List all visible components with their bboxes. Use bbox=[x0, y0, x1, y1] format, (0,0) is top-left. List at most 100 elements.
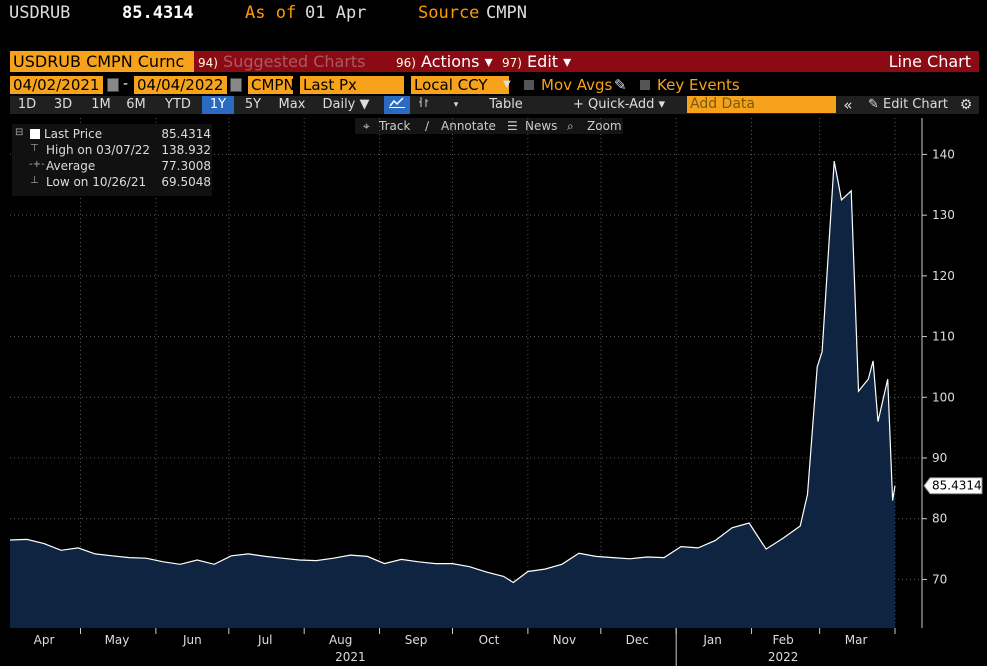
x-month-label: Sep bbox=[405, 633, 428, 647]
track-button[interactable]: Track bbox=[379, 119, 411, 133]
key-events-checkbox[interactable] bbox=[640, 80, 650, 90]
mov-avgs-checkbox[interactable] bbox=[524, 80, 534, 90]
zoom-button[interactable]: Zoom bbox=[587, 119, 622, 133]
y-tick-label: 140 bbox=[932, 147, 955, 161]
period-6m-button[interactable]: 6M bbox=[126, 97, 146, 112]
annotate-pencil-icon[interactable]: ∕ bbox=[425, 119, 430, 133]
chart-type-label: Line Chart bbox=[888, 52, 971, 71]
x-year-label: 2021 bbox=[335, 650, 366, 664]
legend-label: Average bbox=[46, 159, 96, 173]
low-marker-icon: ⊥ bbox=[30, 175, 39, 186]
source-value: CMPN bbox=[486, 3, 527, 23]
table-button[interactable]: Table bbox=[489, 97, 523, 112]
edit-number: 97) bbox=[502, 56, 522, 70]
period-ytd-button[interactable]: YTD bbox=[165, 97, 191, 112]
source-label: Source bbox=[418, 3, 480, 23]
actions-number: 96) bbox=[396, 56, 416, 70]
price-line bbox=[9, 160, 896, 584]
x-month-label: Apr bbox=[34, 633, 55, 647]
last-price-marker: 85.4314 bbox=[923, 477, 983, 495]
x-year-label: 2022 bbox=[768, 650, 799, 664]
period-1d-button[interactable]: 1D bbox=[17, 97, 37, 112]
ticker-symbol: USDRUB bbox=[9, 3, 71, 23]
gear-icon[interactable]: ⚙ bbox=[959, 97, 973, 113]
period-1m-button[interactable]: 1M bbox=[91, 97, 111, 112]
x-month-label: Jul bbox=[257, 633, 272, 647]
chevron-down-icon[interactable]: ▼ bbox=[503, 79, 511, 90]
date-range-toolbar: 04/02/2021 - 04/04/2022 CMPN Last Px Loc… bbox=[10, 76, 979, 95]
last-price-tag-label: 85.4314 bbox=[932, 479, 982, 493]
currency-select[interactable]: Local CCY bbox=[411, 76, 509, 94]
last-price: 85.4314 bbox=[122, 3, 194, 23]
y-tick-label: 110 bbox=[932, 330, 955, 344]
actions-label: Actions ▾ bbox=[421, 52, 493, 71]
legend-label: High on 03/07/22 bbox=[46, 143, 151, 157]
average-marker-icon: -+- bbox=[29, 159, 45, 170]
news-button[interactable]: News bbox=[525, 119, 558, 133]
y-tick-label: 120 bbox=[932, 269, 955, 283]
calendar-icon[interactable] bbox=[230, 78, 242, 92]
edit-chart-button[interactable]: ✎ Edit Chart bbox=[867, 97, 949, 112]
line-chart-icon[interactable] bbox=[384, 96, 410, 114]
legend-row-average: -+- Average 77.3008 bbox=[12, 159, 212, 175]
zoom-icon[interactable]: ⌕ bbox=[567, 119, 574, 133]
chart-style-dropdown[interactable]: ▾ bbox=[453, 100, 459, 110]
source-input[interactable]: CMPN bbox=[248, 76, 293, 94]
period-toolbar: 1D 3D 1M 6M YTD 1Y 5Y Max Daily ▼ ▾ Tabl… bbox=[10, 96, 979, 114]
period-max-button[interactable]: Max bbox=[278, 97, 306, 112]
last-price-tag bbox=[923, 477, 983, 495]
end-date-input[interactable]: 04/04/2022 bbox=[134, 76, 227, 94]
legend-value: 85.4314 bbox=[161, 127, 211, 141]
pencil-icon[interactable]: ✎ bbox=[614, 76, 627, 94]
chart-tools-toolbar: ⌖ Track ∕ Annotate ☰ News ⌕ Zoom bbox=[355, 118, 623, 134]
y-axis: 70 80 90 100 110 120 130 140 bbox=[921, 118, 955, 628]
period-5y-button[interactable]: 5Y bbox=[244, 97, 262, 112]
calendar-icon[interactable] bbox=[107, 78, 119, 92]
frequency-select[interactable]: Daily ▼ bbox=[322, 97, 370, 112]
y-tick-label: 100 bbox=[932, 390, 955, 404]
collapse-toggle-icon[interactable]: ⊟ bbox=[15, 127, 24, 138]
x-month-label: Dec bbox=[626, 633, 649, 647]
edit-menu-button[interactable]: 97) Edit ▾ bbox=[500, 51, 580, 72]
legend-row-high: ⊤ High on 03/07/22 138.932 bbox=[12, 143, 212, 159]
crosshair-icon[interactable]: ⌖ bbox=[363, 119, 370, 133]
x-month-label: Jan bbox=[702, 633, 722, 647]
y-tick-label: 80 bbox=[932, 512, 947, 526]
header-bar: USDRUB 85.4314 As of 01 Apr Source CMPN bbox=[0, 0, 987, 30]
candlestick-icon[interactable] bbox=[412, 96, 436, 114]
as-of-value: 01 Apr bbox=[305, 3, 367, 23]
high-marker-icon: ⊤ bbox=[30, 143, 39, 154]
news-icon[interactable]: ☰ bbox=[507, 119, 518, 133]
date-separator: - bbox=[123, 76, 129, 92]
field-input[interactable]: Last Px bbox=[300, 76, 404, 94]
quick-add-button[interactable]: + Quick-Add ▾ bbox=[572, 97, 665, 112]
legend-row-last[interactable]: ⊟ Last Price 85.4314 bbox=[12, 127, 212, 143]
start-date-input[interactable]: 04/02/2021 bbox=[10, 76, 103, 94]
legend-label: Low on 10/26/21 bbox=[46, 175, 147, 189]
security-field[interactable]: USDRUB CMPN Curnc bbox=[10, 51, 194, 72]
legend-value: 77.3008 bbox=[161, 159, 211, 173]
mov-avgs-label: Mov Avgs bbox=[541, 76, 613, 94]
add-data-input[interactable]: Add Data bbox=[687, 96, 836, 113]
price-area-fill bbox=[10, 161, 895, 628]
collapse-button[interactable]: « bbox=[843, 96, 853, 114]
legend-row-low: ⊥ Low on 10/26/21 69.5048 bbox=[12, 175, 212, 191]
x-month-label: Aug bbox=[329, 633, 352, 647]
suggested-charts-button[interactable]: 94) Suggested Charts bbox=[196, 51, 385, 72]
main-toolbar: USDRUB CMPN Curnc 94) Suggested Charts 9… bbox=[10, 51, 979, 72]
suggested-label: Suggested Charts bbox=[223, 52, 366, 71]
x-month-label: May bbox=[105, 633, 130, 647]
period-1y-button[interactable]: 1Y bbox=[202, 96, 234, 114]
actions-menu-button[interactable]: 96) Actions ▾ bbox=[394, 51, 508, 72]
x-month-label: Jun bbox=[182, 633, 202, 647]
legend-value: 69.5048 bbox=[161, 175, 211, 189]
y-tick-label: 130 bbox=[932, 208, 955, 222]
legend-label: Last Price bbox=[44, 127, 103, 141]
annotate-button[interactable]: Annotate bbox=[441, 119, 496, 133]
period-3d-button[interactable]: 3D bbox=[53, 97, 73, 112]
legend-panel: ⊟ Last Price 85.4314 ⊤ High on 03/07/22 … bbox=[12, 124, 212, 196]
x-month-label: Nov bbox=[553, 633, 576, 647]
x-month-label: Feb bbox=[773, 633, 794, 647]
as-of-label: As of bbox=[245, 3, 297, 23]
